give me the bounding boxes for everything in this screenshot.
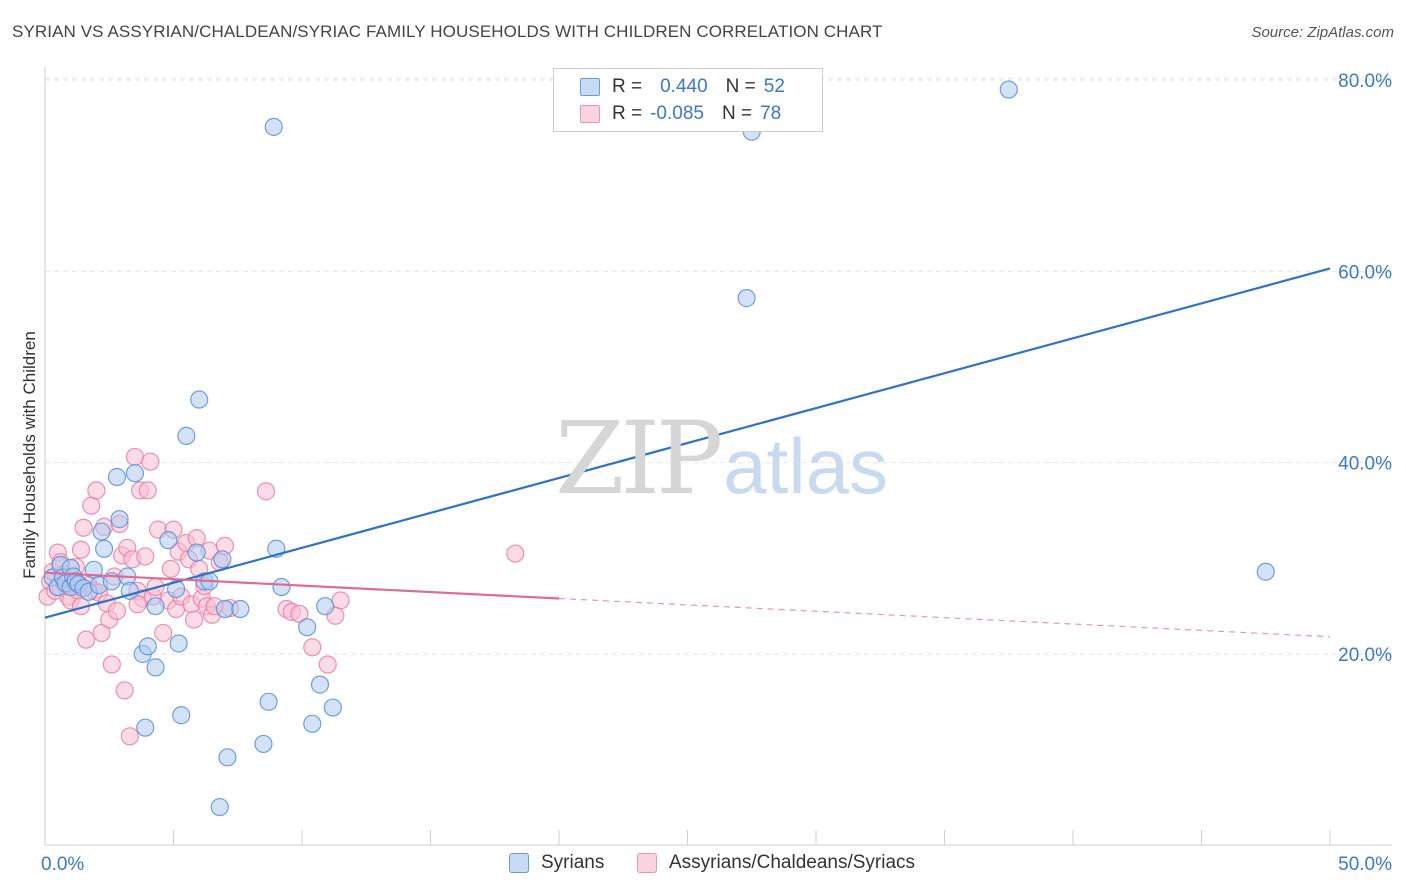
assyrian-point bbox=[138, 481, 157, 500]
series-swatch-blue bbox=[509, 853, 529, 873]
y-tick-label: 60.0% bbox=[1338, 262, 1392, 283]
syrian-point bbox=[92, 522, 111, 541]
syrian-point bbox=[310, 675, 330, 694]
assyrian-point bbox=[331, 591, 350, 610]
assyrian-point bbox=[318, 655, 337, 674]
series-legend-assyrians[interactable]: Assyrians/Chaldeans/Syriacs bbox=[637, 852, 915, 874]
x-tick-label: 0.0% bbox=[41, 854, 84, 875]
assyrian-point bbox=[74, 518, 93, 537]
assyrian-point bbox=[506, 544, 525, 563]
syrian-point bbox=[210, 797, 229, 817]
syrian-point bbox=[272, 577, 291, 597]
assyrian-point bbox=[125, 447, 145, 467]
x-tick-label: 50.0% bbox=[1338, 854, 1392, 875]
assyrian-point bbox=[71, 540, 91, 559]
y-tick-label: 80.0% bbox=[1338, 71, 1392, 92]
assyrian-point bbox=[161, 559, 181, 578]
assyrian-point bbox=[77, 630, 96, 649]
syrian-point bbox=[146, 658, 165, 677]
correlation-legend: R = 0.440 N = 52 R = -0.085 N = 78 bbox=[553, 68, 823, 132]
assyrian-point bbox=[303, 638, 322, 657]
syrian-point bbox=[264, 117, 283, 136]
legend-n-value: 52 bbox=[763, 76, 785, 97]
assyrian-point bbox=[92, 623, 111, 643]
syrian-point bbox=[159, 531, 178, 550]
syrian-point bbox=[254, 734, 273, 754]
syrian-point bbox=[259, 692, 278, 711]
syrian-trend-line bbox=[44, 267, 1331, 619]
syrian-point bbox=[303, 714, 322, 733]
assyrian-point bbox=[256, 482, 276, 501]
syrian-point bbox=[166, 579, 186, 599]
legend-row-assyrians: R = -0.085 N = 78 bbox=[580, 102, 799, 126]
syrian-point bbox=[218, 748, 237, 767]
assyrian-point bbox=[136, 547, 155, 566]
syrian-point bbox=[737, 289, 756, 308]
syrian-point bbox=[231, 599, 250, 619]
syrian-point bbox=[323, 698, 342, 717]
syrian-point bbox=[138, 637, 157, 656]
syrian-point bbox=[187, 543, 206, 562]
series-legend-syrians[interactable]: Syrians bbox=[509, 852, 604, 874]
assyrian-trend-line bbox=[44, 571, 560, 600]
legend-n-label: N = bbox=[721, 103, 753, 124]
series-legend-label: Assyrians/Chaldeans/Syriacs bbox=[669, 852, 916, 873]
assyrian-point bbox=[87, 481, 106, 500]
legend-swatch-blue bbox=[580, 78, 600, 96]
assyrian-point bbox=[115, 681, 134, 700]
series-swatch-pink bbox=[637, 853, 657, 873]
legend-r-label: R = bbox=[612, 103, 643, 124]
syrian-point bbox=[1256, 562, 1275, 581]
syrian-point bbox=[215, 599, 234, 619]
legend-swatch-pink bbox=[580, 105, 600, 123]
y-tick-label: 40.0% bbox=[1338, 454, 1392, 475]
assyrian-point bbox=[107, 601, 127, 621]
assyrian-point bbox=[82, 496, 101, 515]
series-legend-label: Syrians bbox=[541, 852, 605, 873]
assyrian-point bbox=[128, 595, 147, 614]
assyrian-point bbox=[290, 604, 309, 623]
legend-r-value: 0.440 bbox=[660, 76, 708, 97]
assyrian-point bbox=[154, 623, 173, 643]
syrian-point bbox=[177, 426, 196, 445]
assyrian-point bbox=[102, 655, 121, 674]
syrian-point bbox=[136, 718, 155, 737]
syrian-point bbox=[169, 634, 188, 653]
syrian-point bbox=[316, 597, 335, 616]
syrian-point bbox=[95, 539, 114, 558]
syrian-point bbox=[213, 550, 232, 569]
syrian-point bbox=[107, 467, 127, 487]
syrian-point bbox=[146, 597, 165, 616]
chart-title: SYRIAN VS ASSYRIAN/CHALDEAN/SYRIAC FAMIL… bbox=[12, 22, 883, 41]
assyrian-point bbox=[120, 727, 139, 746]
y-tick-label: 20.0% bbox=[1338, 645, 1392, 666]
legend-r-value: -0.085 bbox=[650, 103, 704, 124]
syrian-point bbox=[125, 464, 145, 483]
legend-n-label: N = bbox=[725, 76, 756, 97]
y-axis-label: Family Households with Children bbox=[20, 331, 39, 579]
syrian-point bbox=[190, 390, 209, 409]
syrian-point bbox=[110, 510, 129, 529]
legend-n-value: 78 bbox=[760, 103, 782, 124]
syrian-point bbox=[999, 80, 1018, 99]
legend-r-label: R = bbox=[612, 76, 643, 97]
assyrian-trend-extension bbox=[558, 597, 1331, 638]
legend-row-syrians: R = 0.440 N = 52 bbox=[580, 75, 803, 99]
assyrian-point bbox=[141, 452, 160, 471]
series-legend: Syrians Assyrians/Chaldeans/Syriacs bbox=[0, 852, 1406, 878]
syrian-point bbox=[172, 706, 191, 725]
source-label: Source: ZipAtlas.com bbox=[1251, 24, 1394, 41]
assyrian-point bbox=[184, 610, 204, 629]
syrian-point bbox=[298, 618, 317, 637]
